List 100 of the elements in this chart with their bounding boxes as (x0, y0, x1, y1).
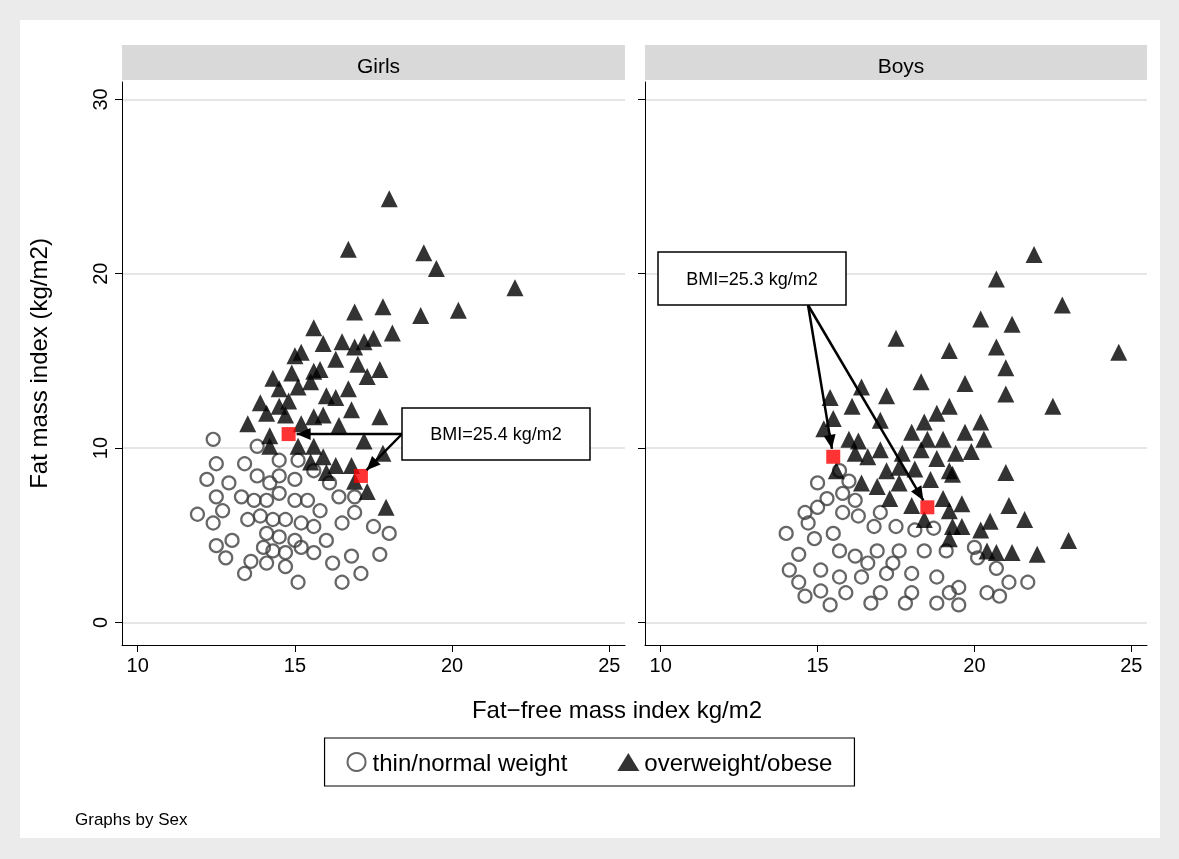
point (299, 492, 316, 508)
point (306, 518, 322, 535)
point (872, 585, 888, 601)
point (233, 489, 250, 505)
point (850, 508, 866, 524)
x-axis-title: Fat−free mass index kg/m2 (471, 695, 763, 723)
y-tick-label: 10 (89, 436, 111, 460)
point (371, 361, 389, 379)
point (302, 453, 320, 471)
point (831, 463, 848, 479)
point (276, 406, 294, 424)
y-tick-label: 20 (89, 262, 111, 285)
point (327, 388, 345, 406)
x-tick-label: 10 (126, 654, 149, 676)
point (941, 585, 957, 601)
point (314, 448, 332, 466)
point (831, 543, 848, 559)
point (224, 532, 240, 549)
point (358, 368, 376, 386)
point (339, 380, 357, 398)
point (252, 508, 268, 524)
point (916, 543, 932, 559)
point (289, 437, 307, 455)
point (449, 301, 467, 319)
point (380, 190, 398, 208)
x-tick-label: 25 (1120, 654, 1143, 676)
point (809, 475, 826, 491)
point (317, 463, 335, 481)
point (791, 574, 807, 590)
point (879, 565, 895, 582)
point (907, 522, 923, 538)
point (199, 471, 215, 488)
point (904, 585, 920, 601)
point (813, 562, 829, 578)
y-tick-label: 30 (89, 88, 111, 111)
point (819, 490, 835, 507)
point (938, 543, 954, 559)
point (349, 355, 367, 373)
point (306, 545, 322, 561)
point (312, 503, 328, 519)
point (929, 595, 945, 611)
point (339, 240, 357, 258)
point (325, 555, 341, 571)
point (826, 449, 841, 464)
x-tick-label: 15 (806, 654, 829, 676)
point (305, 319, 323, 337)
point (342, 401, 360, 419)
point (249, 468, 265, 484)
point (302, 373, 320, 391)
point (283, 364, 301, 382)
point (353, 565, 369, 582)
point (346, 303, 364, 321)
point (891, 543, 907, 559)
point (347, 504, 363, 521)
point (838, 585, 854, 601)
point (321, 475, 338, 491)
point (208, 456, 224, 472)
point (271, 468, 287, 484)
x-tick-label: 20 (963, 654, 986, 676)
point (289, 378, 307, 396)
point (237, 565, 253, 582)
y-axis-title: Fat mass index (kg/m2) (24, 238, 52, 489)
point (271, 529, 287, 545)
point (355, 333, 373, 351)
point (969, 550, 986, 566)
legend-label: overweight/obese (644, 748, 833, 776)
chart-title: Boys (877, 54, 925, 77)
point (314, 334, 332, 352)
point (778, 525, 794, 542)
point (383, 324, 401, 342)
point (920, 500, 935, 515)
point (305, 408, 323, 426)
point (259, 555, 275, 571)
point (287, 471, 303, 488)
x-tick-label: 25 (598, 654, 621, 676)
point (290, 452, 306, 468)
point (259, 492, 275, 508)
point (904, 565, 920, 582)
point (835, 504, 851, 521)
annotation: BMI=25.4 kg/m2 (430, 424, 562, 444)
point (866, 518, 882, 535)
point (806, 531, 823, 547)
point (506, 279, 524, 297)
point (365, 518, 382, 535)
point (189, 506, 206, 522)
point (293, 539, 309, 555)
point (377, 498, 395, 516)
point (353, 468, 368, 483)
point (979, 585, 995, 601)
point (966, 539, 983, 555)
point (929, 569, 945, 585)
point (262, 475, 278, 491)
point (991, 588, 1008, 604)
point (277, 545, 294, 561)
point (327, 456, 345, 474)
point (926, 520, 942, 536)
point (208, 538, 224, 554)
point (318, 532, 334, 549)
point (327, 350, 345, 368)
point (841, 473, 857, 489)
